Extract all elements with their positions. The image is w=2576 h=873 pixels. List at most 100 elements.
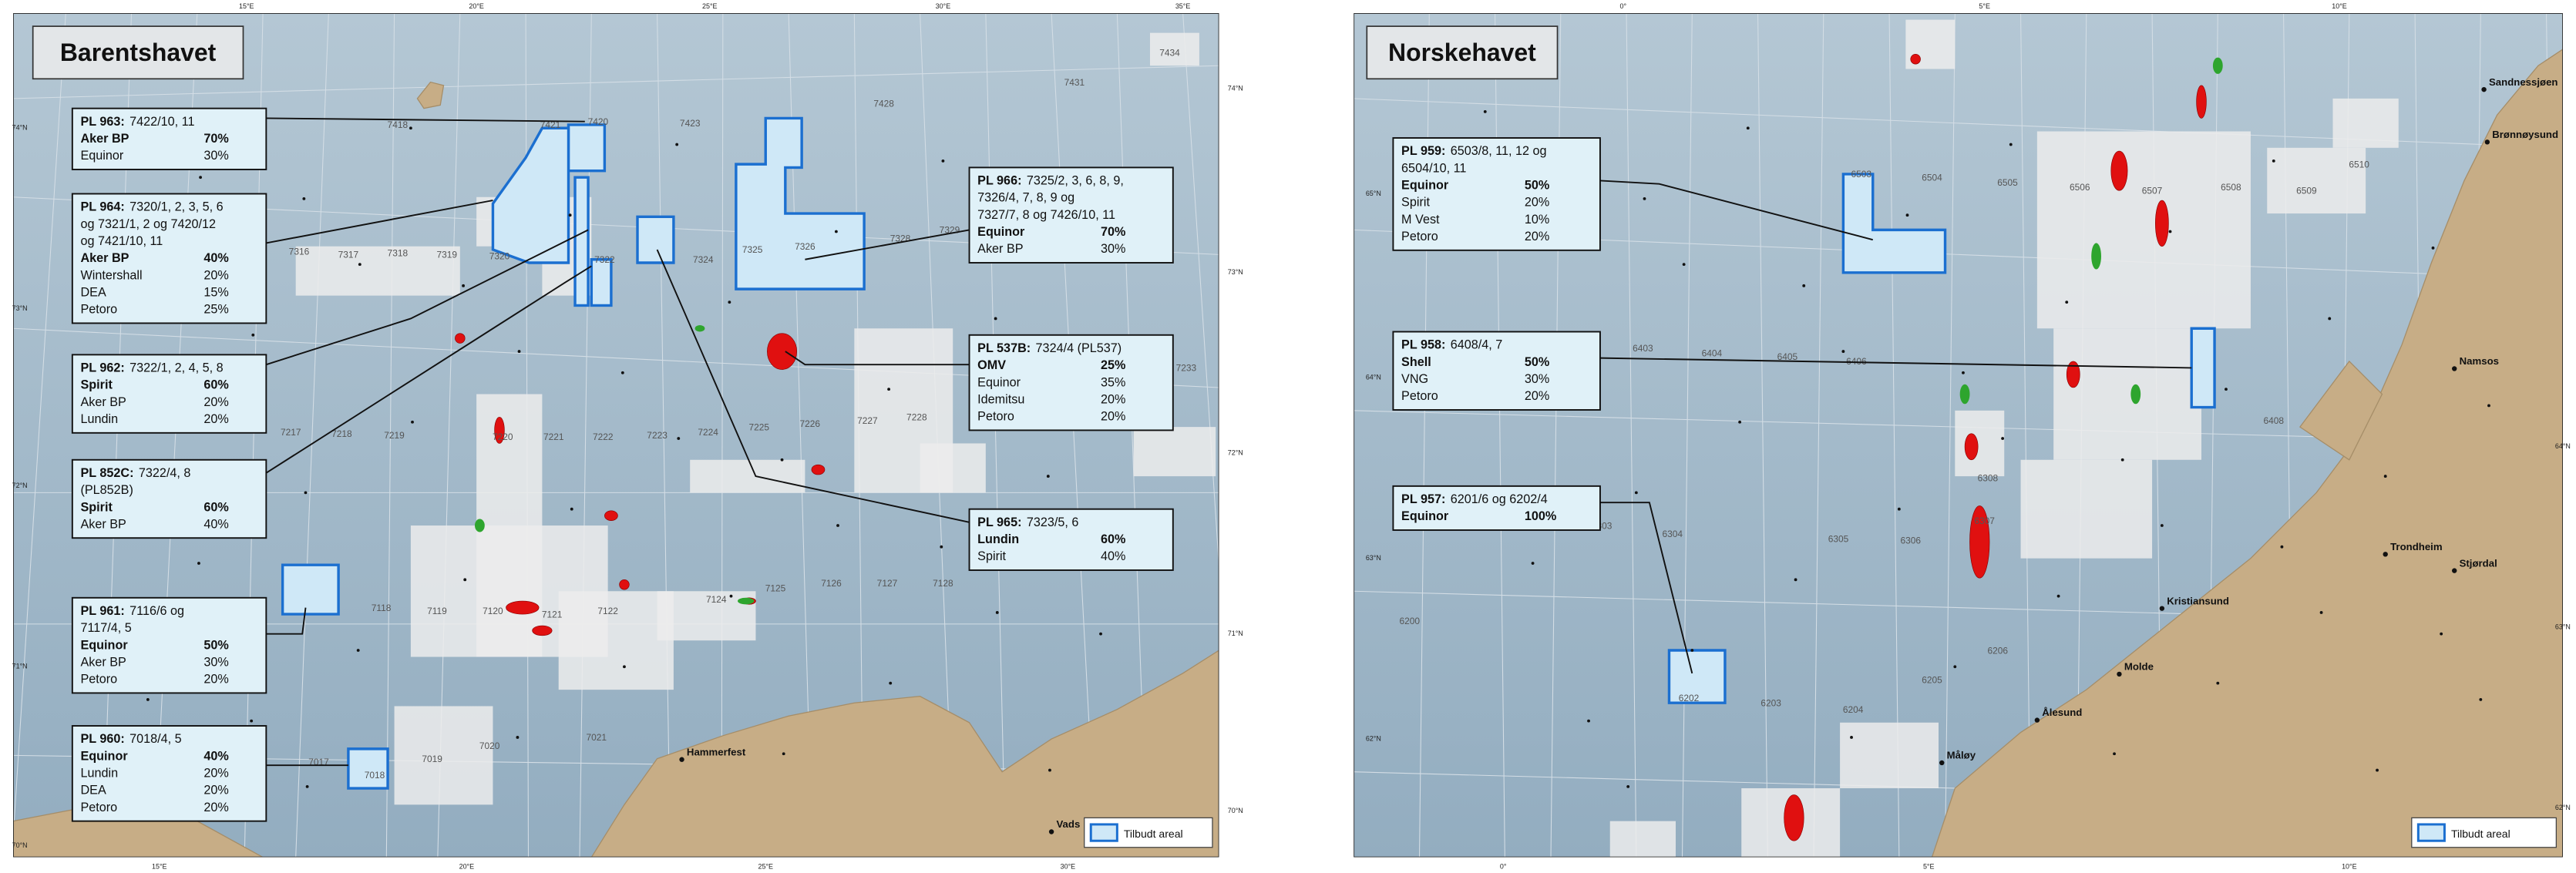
- well: [1802, 284, 1806, 287]
- block-number: 7320: [489, 251, 510, 262]
- block-number: 7124: [706, 594, 727, 605]
- licensed-area: [1149, 32, 1199, 66]
- well: [2431, 246, 2435, 250]
- well: [570, 507, 573, 511]
- licence-box: PL 966: 7325/2, 3, 6, 8, 9, 7326/4, 7, 8, …: [968, 166, 1174, 264]
- partner-name: Petoro: [80, 673, 117, 687]
- partner-name: Aker BP: [80, 395, 126, 409]
- licence-box: PL 959: 6503/8, 11, 12 og 6504/10, 11 Equin…: [1392, 137, 1601, 251]
- well: [462, 284, 466, 287]
- legend-swatch: [2416, 823, 2446, 842]
- block-number: 7318: [388, 247, 409, 258]
- partner-share: 50%: [203, 638, 228, 652]
- leader-line: [266, 607, 307, 635]
- coordinate-label: 25°E: [702, 2, 718, 10]
- partner-name: Spirit: [977, 549, 1006, 563]
- field-oil: [2110, 150, 2128, 191]
- block-number: 7227: [857, 415, 878, 426]
- place-marker: [1939, 760, 1945, 766]
- partner-share: 40%: [203, 251, 228, 265]
- well: [2280, 545, 2284, 549]
- well: [2065, 301, 2069, 304]
- licence-heading-line: PL 964: 7320/1, 2, 3, 5, 6: [80, 200, 223, 214]
- partner-name: Petoro: [1401, 230, 1438, 243]
- field-gas: [2091, 243, 2101, 270]
- block-number: 6507: [2142, 185, 2163, 196]
- licence-id: PL 852C:: [80, 466, 133, 480]
- licence-blocks: 6201/6 og 6202/4: [1451, 492, 1548, 506]
- block-number: 6205: [1922, 675, 1942, 686]
- land: [1931, 49, 2563, 858]
- leader-line: [1599, 180, 1873, 241]
- partner-share: 20%: [203, 767, 228, 781]
- well: [1483, 110, 1487, 113]
- licence-blocks: og 7321/1, 2 og 7420/12: [80, 217, 216, 231]
- licence-blocks: 7327/7, 8 og 7426/10, 11: [977, 208, 1115, 222]
- graticule: [1813, 13, 1824, 858]
- leader-line: [266, 200, 493, 244]
- block-number: 7120: [483, 606, 503, 616]
- block-number: 7233: [1176, 363, 1197, 374]
- partner-share: 30%: [203, 655, 228, 669]
- coordinate-label: 10°E: [2342, 863, 2357, 871]
- licence-id: PL 958:: [1401, 338, 1445, 352]
- block-number: 7220: [493, 431, 513, 442]
- block-number: 6307: [1974, 515, 1995, 526]
- well: [834, 230, 838, 233]
- well: [516, 736, 520, 739]
- block-number: 7222: [593, 431, 614, 442]
- licence-blocks: 7322/1, 2, 4, 5, 8: [129, 361, 224, 375]
- well: [994, 317, 997, 321]
- licence-id: PL 959:: [1401, 144, 1445, 158]
- licence-id: PL 961:: [80, 604, 124, 618]
- well: [1905, 213, 1909, 217]
- well: [1850, 736, 1853, 739]
- block-number: 7127: [877, 578, 898, 589]
- legend-label: Tilbudt areal: [2451, 828, 2510, 840]
- licence-id: PL 962:: [80, 361, 124, 375]
- well: [1634, 491, 1638, 495]
- partner-name: Equinor: [977, 375, 1021, 389]
- block-number: 7128: [933, 578, 953, 589]
- block-number: 6308: [1978, 472, 1999, 483]
- leader-line: [266, 117, 585, 123]
- well: [1626, 784, 1630, 788]
- coordinate-label: 74°N: [1228, 84, 1243, 92]
- block-number: 6406: [1846, 356, 1867, 367]
- well: [2113, 752, 2116, 756]
- licence-box-frame: [71, 596, 267, 694]
- licence-id: PL 957:: [1401, 492, 1445, 506]
- coordinate-label: 10°E: [2332, 2, 2347, 10]
- well: [2328, 317, 2332, 321]
- well: [2001, 437, 2005, 440]
- partner-name: Aker BP: [80, 517, 126, 531]
- licence-box-frame: [71, 458, 267, 539]
- well: [1587, 719, 1590, 723]
- block-number: 6305: [1828, 533, 1849, 544]
- licence-box-frame: [71, 107, 267, 170]
- block-number: 6408: [2264, 415, 2285, 426]
- field-oil: [532, 625, 553, 636]
- licence-blocks: 7422/10, 11: [129, 115, 194, 129]
- block-number: 6503: [1851, 169, 1872, 180]
- block-number: 7021: [586, 732, 607, 743]
- block-number: 7126: [821, 578, 842, 589]
- well: [1531, 562, 1535, 565]
- graticule: [721, 13, 724, 858]
- panel-title: Barentshavet: [60, 39, 217, 66]
- field-gas: [738, 597, 755, 605]
- well: [358, 263, 362, 267]
- licence-blocks: 7322/4, 8: [139, 466, 191, 480]
- licence-id: PL 963:: [80, 115, 124, 129]
- block-number: 7317: [338, 250, 359, 260]
- well: [1746, 126, 1750, 130]
- graticule: [1888, 13, 1900, 858]
- well: [568, 213, 572, 217]
- coordinate-label: 35°E: [1175, 2, 1191, 10]
- well: [2272, 159, 2275, 163]
- well: [729, 594, 733, 598]
- block-number: 6200: [1399, 616, 1420, 626]
- place-marker: [2383, 552, 2388, 557]
- block-number: 6404: [1702, 348, 1723, 358]
- place-name: Trondheim: [2390, 541, 2443, 552]
